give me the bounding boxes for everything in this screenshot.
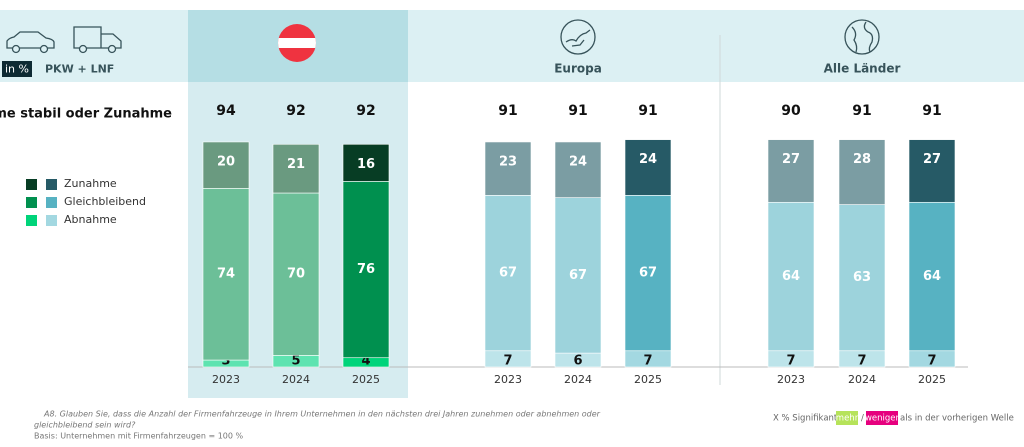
- year-label: 2025: [918, 373, 946, 386]
- year-label: 2025: [352, 373, 380, 386]
- bar-segment: [767, 201, 815, 352]
- segment-label: 67: [569, 268, 587, 283]
- bar-segment: [624, 139, 672, 196]
- sig-more: mehr: [836, 414, 859, 424]
- legend-label: Gleichbleibend: [64, 195, 146, 208]
- sig-less-box: [866, 411, 898, 425]
- bar-segment: [202, 141, 250, 189]
- year-label: 2023: [212, 373, 240, 386]
- basis: Basis: Unternehmen mit Firmenfahrzeugen …: [34, 432, 244, 441]
- panel-title: Alle Länder: [824, 62, 901, 76]
- segment-label: 21: [287, 157, 305, 172]
- vehicle-label: PKW + LNF: [45, 63, 114, 76]
- total-value: 90: [781, 103, 801, 119]
- year-label: 2024: [282, 373, 310, 386]
- segment-label: 27: [782, 152, 800, 167]
- segment-label: 7: [786, 354, 795, 369]
- segment-label: 74: [217, 267, 235, 282]
- total-value: 94: [216, 103, 236, 119]
- legend-swatch: [26, 179, 37, 190]
- legend-swatch: [46, 179, 57, 190]
- bar-segment: [624, 195, 672, 352]
- segment-label: 4: [361, 354, 370, 369]
- segment-label: 7: [643, 354, 652, 369]
- sig-more-box: [836, 411, 858, 425]
- bar-segment: [908, 139, 956, 203]
- bar-segment: [554, 141, 602, 198]
- legend-label: Abnahme: [64, 213, 117, 226]
- year-label: 2023: [777, 373, 805, 386]
- bar-segment: [484, 195, 532, 352]
- car-icon: [6, 31, 55, 54]
- legend-swatch: [46, 197, 57, 208]
- legend-label: Zunahme: [64, 177, 117, 190]
- bar-segment: [908, 201, 956, 352]
- bar-segment: [554, 197, 602, 354]
- footnote-cont: gleichbleibend sein wird?: [34, 421, 136, 430]
- segment-label: 64: [923, 269, 941, 284]
- truck-icon: [73, 26, 122, 54]
- legend-swatch: [26, 197, 37, 208]
- segment-label: 5: [291, 354, 300, 369]
- segment-label: 7: [857, 354, 866, 369]
- bar-segment: [838, 139, 886, 205]
- austria-flag: [278, 24, 316, 62]
- segment-label: 16: [357, 157, 375, 172]
- total-value: 91: [498, 103, 517, 119]
- segment-label: 24: [569, 154, 587, 169]
- total-value: 91: [922, 103, 941, 119]
- segment-label: 63: [853, 270, 871, 285]
- sig-sep: /: [861, 414, 864, 424]
- bar-segment: [484, 141, 532, 196]
- bar-segment: [838, 204, 886, 352]
- year-label: 2025: [634, 373, 662, 386]
- segment-label: 70: [287, 267, 305, 282]
- sig-suffix: als in der vorherigen Welle: [900, 414, 1014, 424]
- segment-label: 64: [782, 269, 800, 284]
- segment-label: 7: [927, 354, 936, 369]
- globe-icon: [844, 19, 880, 55]
- panel-title: Europa: [554, 62, 602, 76]
- year-label: 2024: [848, 373, 876, 386]
- total-value: 92: [356, 103, 375, 119]
- year-label: 2024: [564, 373, 592, 386]
- total-value: 91: [852, 103, 871, 119]
- segment-label: 27: [923, 152, 941, 167]
- bar-segment: [202, 188, 250, 361]
- bar-segment: [272, 143, 320, 194]
- unit-label: in %: [5, 63, 29, 76]
- footnote: A8. Glauben Sie, dass die Anzahl der Fir…: [43, 410, 601, 419]
- sig-less: weniger: [865, 414, 900, 424]
- segment-label: 28: [853, 152, 871, 167]
- europe-icon: [560, 19, 596, 55]
- segment-label: 67: [499, 266, 517, 281]
- bar-segment: [342, 143, 390, 182]
- bar-segment: [342, 181, 390, 359]
- segment-label: 20: [217, 154, 235, 169]
- legend-swatch: [46, 215, 57, 226]
- segment-label: 23: [499, 154, 517, 169]
- total-label: Summe stabil oder Zunahme: [0, 107, 172, 122]
- unit-box: [2, 61, 32, 77]
- segment-label: 24: [639, 152, 657, 167]
- bar-segment: [272, 192, 320, 356]
- total-value: 91: [568, 103, 587, 119]
- year-label: 2023: [494, 373, 522, 386]
- bar-segment: [767, 139, 815, 203]
- segment-label: 7: [503, 354, 512, 369]
- segment-label: 6: [573, 354, 582, 369]
- total-value: 92: [286, 103, 305, 119]
- legend-swatch: [26, 215, 37, 226]
- segment-label: 76: [357, 262, 375, 277]
- sig-prefix: X % Signifikant: [773, 414, 838, 424]
- segment-label: 67: [639, 266, 657, 281]
- segment-label: 3: [221, 354, 230, 369]
- total-value: 91: [638, 103, 657, 119]
